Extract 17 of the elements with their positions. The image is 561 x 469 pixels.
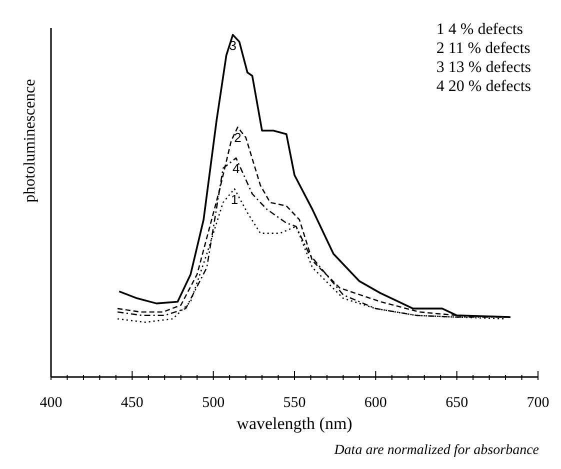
- y-axis-title: photoluminescence: [22, 78, 39, 202]
- annotation: 3 13 % defects: [436, 58, 531, 77]
- annotation: 4 20 % defects: [436, 77, 531, 96]
- x-tick-label: 550: [283, 395, 306, 411]
- x-tick-label: 400: [40, 395, 62, 411]
- series-label: 2: [234, 130, 242, 146]
- annotation: 2 11 % defects: [436, 39, 531, 58]
- x-axis-title: wavelength (nm): [236, 414, 352, 433]
- x-tick-label: 600: [364, 395, 387, 411]
- series-label: 1: [230, 192, 238, 207]
- text: Data are normalized for absorbance: [334, 443, 539, 459]
- annotation: 1 4 % defects: [436, 20, 524, 39]
- series-label: 4: [232, 161, 240, 176]
- x-tick-label: 650: [446, 395, 468, 411]
- x-tick-label: 500: [202, 395, 225, 411]
- x-tick-label: 700: [526, 395, 550, 411]
- x-tick-label: 450: [120, 395, 144, 411]
